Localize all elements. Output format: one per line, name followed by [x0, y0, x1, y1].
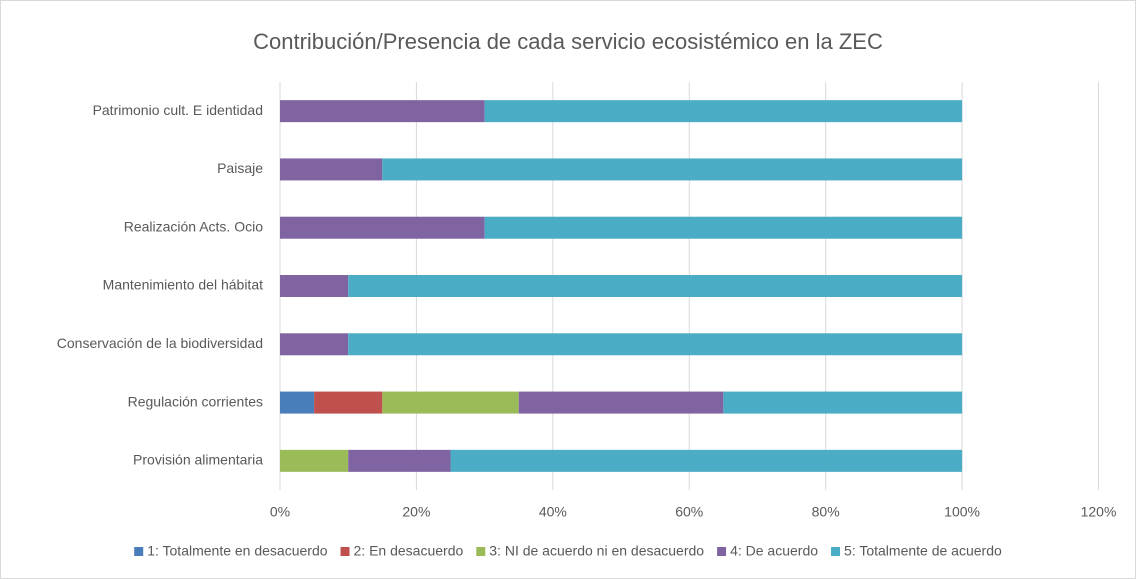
bar-segment [382, 391, 519, 414]
x-tick-label: 0% [270, 504, 290, 520]
legend-swatch [340, 547, 350, 556]
bar-segment [723, 391, 963, 414]
bar-segment [348, 275, 963, 297]
bar-segment [484, 100, 963, 123]
x-tick-label: 80% [812, 504, 840, 520]
x-tick-label: 60% [675, 504, 703, 520]
x-tick-label: 100% [944, 504, 980, 520]
bar-segment [280, 275, 349, 297]
bar-segment [450, 449, 963, 472]
bar-segment [280, 391, 315, 414]
legend-label: 3: NI de acuerdo ni en desacuerdo [489, 543, 704, 559]
bar-segment [280, 333, 349, 356]
chart-title: Contribución/Presencia de cada servicio … [253, 29, 883, 54]
bar-segment [382, 158, 963, 181]
y-tick-label: Paisaje [217, 160, 263, 176]
y-tick-label: Provisión alimentaria [133, 452, 263, 468]
x-tick-label: 120% [1081, 504, 1117, 520]
bar-segment [348, 449, 451, 472]
y-tick-label: Patrimonio cult. E identidad [93, 102, 263, 118]
y-tick-label: Regulación corrientes [128, 393, 263, 409]
legend-label: 4: De acuerdo [730, 543, 818, 559]
bar-segment [280, 158, 383, 181]
bar-segment [518, 391, 724, 414]
legend-swatch [134, 547, 144, 556]
y-tick-label: Mantenimiento del hábitat [103, 277, 263, 293]
bar-segment [314, 391, 383, 414]
legend-swatch [476, 547, 486, 556]
bar-segment [484, 216, 963, 239]
bar-segment [280, 216, 485, 239]
y-tick-label: Realización Acts. Ocio [124, 218, 263, 234]
legend-swatch [717, 547, 727, 556]
y-tick-label: Conservación de la biodiversidad [57, 335, 263, 351]
bar-segment [348, 333, 963, 356]
legend-label: 2: En desacuerdo [354, 543, 464, 559]
bar-segment [280, 449, 349, 472]
legend-label: 1: Totalmente en desacuerdo [147, 543, 328, 559]
x-tick-label: 20% [402, 504, 430, 520]
legend-label: 5: Totalmente de acuerdo [844, 543, 1002, 559]
x-tick-label: 40% [539, 504, 567, 520]
legend-swatch [831, 547, 841, 556]
bar-segment [280, 100, 485, 123]
